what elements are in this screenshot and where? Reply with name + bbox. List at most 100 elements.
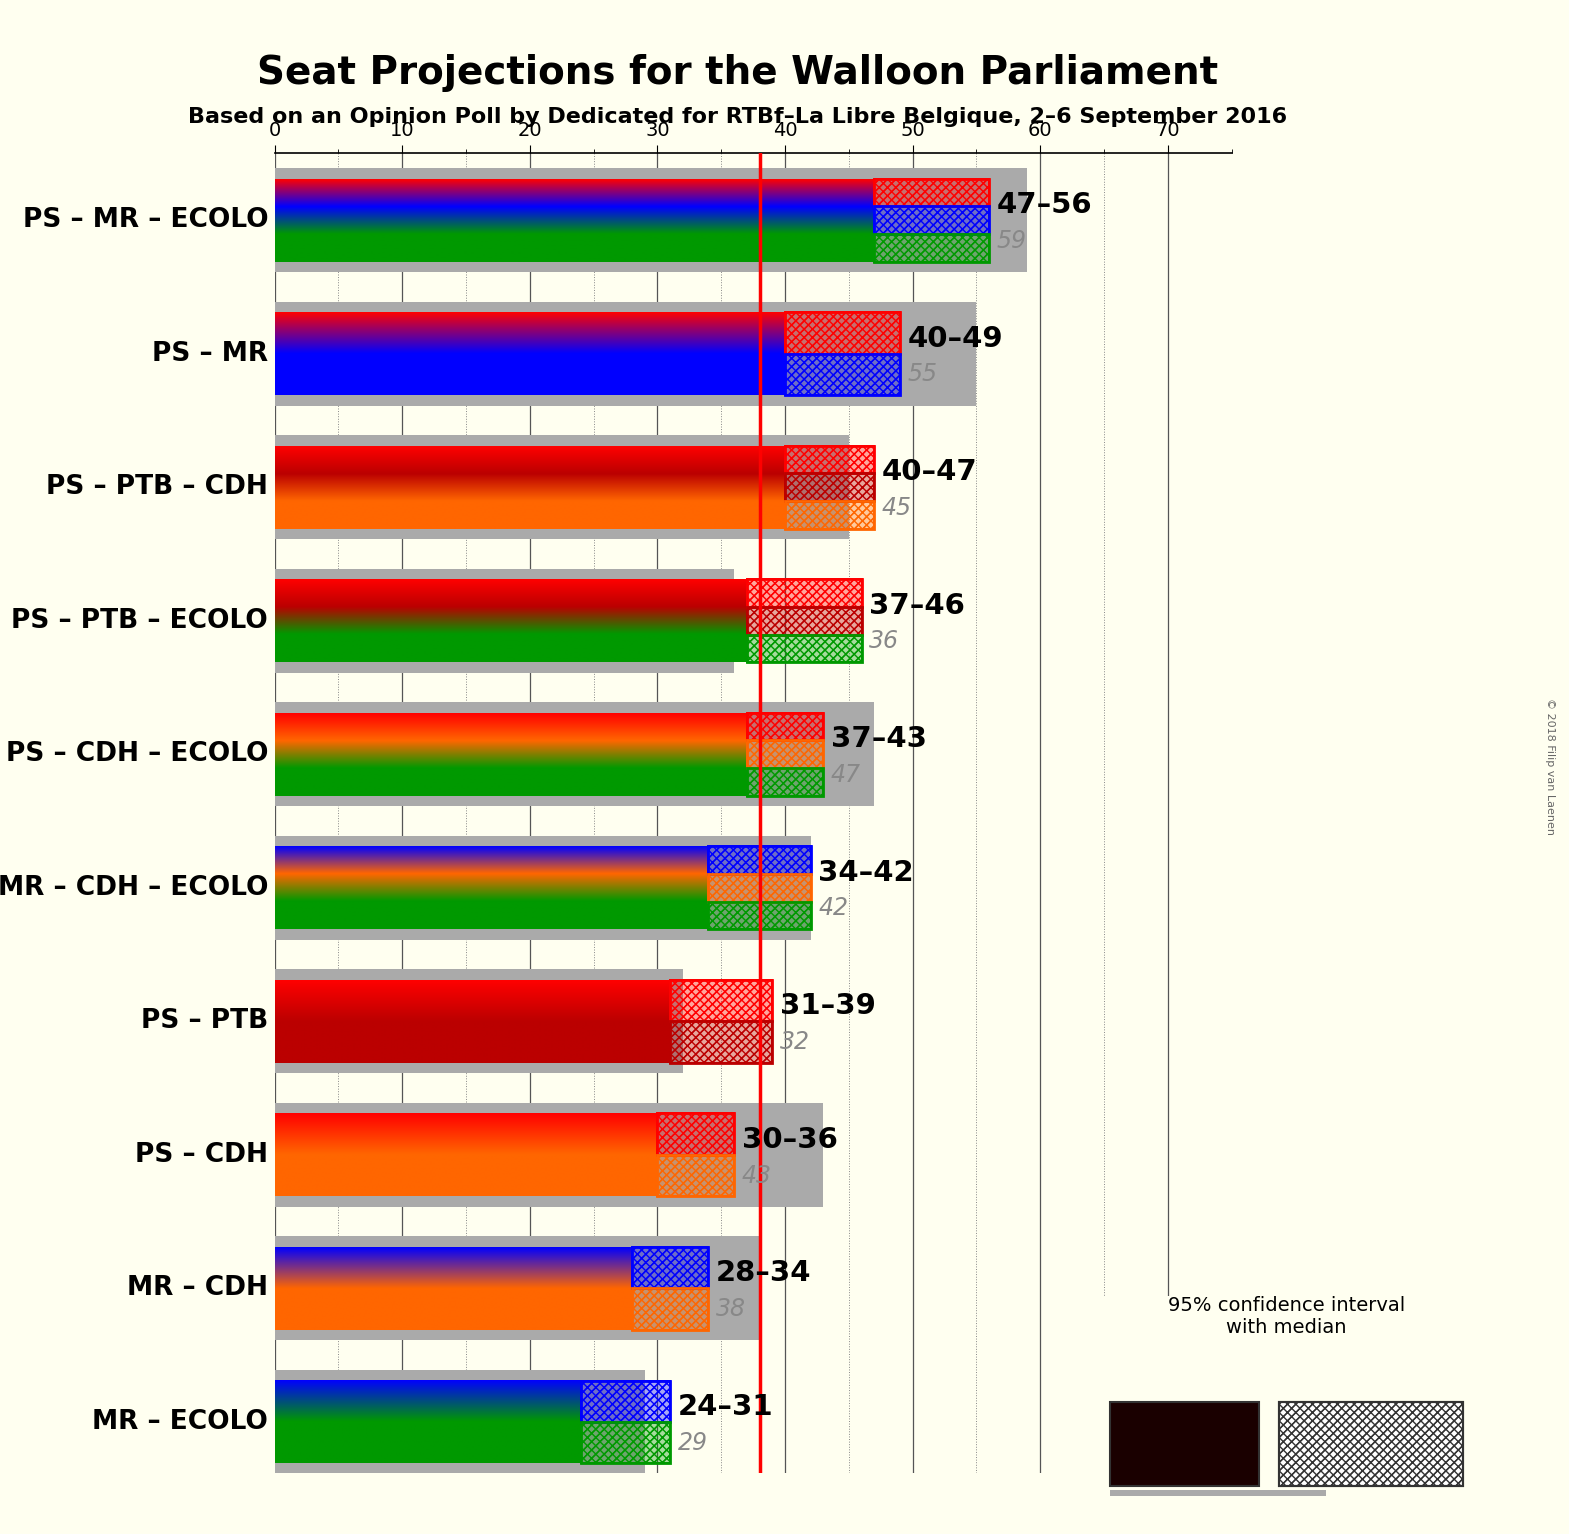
Bar <box>747 713 824 741</box>
Bar <box>784 354 901 396</box>
Bar <box>581 1422 670 1463</box>
Text: 40–49: 40–49 <box>907 325 1003 353</box>
Bar <box>874 179 988 207</box>
Bar <box>275 569 734 673</box>
Bar <box>784 446 874 474</box>
Bar <box>1109 1402 1258 1485</box>
Bar <box>747 769 824 796</box>
Bar <box>874 235 988 262</box>
Bar <box>581 1381 670 1422</box>
Bar <box>581 1422 670 1463</box>
Bar <box>632 1289 709 1330</box>
Bar <box>657 1155 734 1197</box>
Bar <box>747 607 861 635</box>
Bar <box>747 741 824 769</box>
Bar <box>784 474 874 502</box>
Bar <box>275 703 874 807</box>
Bar <box>657 1114 734 1155</box>
Text: 24–31: 24–31 <box>678 1393 774 1420</box>
Bar <box>709 874 811 902</box>
Bar <box>747 635 861 663</box>
Bar <box>275 1236 759 1341</box>
Bar <box>657 1155 734 1197</box>
Text: 28–34: 28–34 <box>715 1259 811 1287</box>
Bar <box>747 769 824 796</box>
Text: 34–42: 34–42 <box>817 859 913 887</box>
Bar <box>275 436 849 540</box>
Bar <box>581 1381 670 1422</box>
Text: 36: 36 <box>869 629 899 653</box>
Text: MR – CDH: MR – CDH <box>127 1275 268 1301</box>
Bar <box>784 354 901 396</box>
Bar <box>747 741 824 769</box>
Bar <box>709 902 811 930</box>
Bar <box>275 836 811 940</box>
Bar <box>784 354 901 396</box>
Bar <box>747 769 824 796</box>
Bar <box>632 1289 709 1330</box>
Bar <box>670 980 772 1022</box>
Bar <box>784 502 874 529</box>
Bar <box>1279 1402 1462 1485</box>
Bar <box>874 207 988 235</box>
Bar <box>747 580 861 607</box>
Bar <box>784 354 901 396</box>
Text: 42: 42 <box>817 896 849 920</box>
Text: MR – ECOLO: MR – ECOLO <box>93 1408 268 1434</box>
Text: 47–56: 47–56 <box>996 192 1092 219</box>
Bar <box>747 635 861 663</box>
Bar <box>581 1381 670 1422</box>
Bar <box>581 1422 670 1463</box>
Text: 43: 43 <box>742 1164 772 1187</box>
Text: 37–46: 37–46 <box>869 592 965 620</box>
Text: 45: 45 <box>882 495 912 520</box>
Bar <box>670 1022 772 1063</box>
Bar <box>275 969 683 1074</box>
Bar <box>784 474 874 502</box>
Bar <box>784 446 874 474</box>
Bar <box>581 1381 670 1422</box>
Bar <box>747 607 861 635</box>
Bar <box>632 1247 709 1289</box>
Bar <box>709 902 811 930</box>
Bar <box>784 502 874 529</box>
Bar <box>784 313 901 354</box>
Bar <box>709 847 811 874</box>
Bar <box>747 580 861 607</box>
Bar <box>670 1022 772 1063</box>
Bar <box>670 980 772 1022</box>
Bar <box>874 207 988 235</box>
Bar <box>670 1022 772 1063</box>
Text: © 2018 Filip van Laenen: © 2018 Filip van Laenen <box>1545 698 1555 836</box>
Bar <box>657 1114 734 1155</box>
Bar <box>874 235 988 262</box>
Bar <box>874 179 988 207</box>
Text: PS – PTB: PS – PTB <box>141 1008 268 1034</box>
Bar <box>657 1114 734 1155</box>
Bar <box>632 1289 709 1330</box>
Text: 47: 47 <box>832 762 861 787</box>
Bar <box>709 847 811 874</box>
Text: 59: 59 <box>996 229 1026 253</box>
Text: PS – PTB – ECOLO: PS – PTB – ECOLO <box>11 607 268 634</box>
Bar <box>657 1155 734 1197</box>
Bar <box>784 446 874 474</box>
Bar <box>747 713 824 741</box>
Bar <box>747 635 861 663</box>
Bar <box>670 1022 772 1063</box>
Bar <box>275 1103 824 1207</box>
Bar <box>874 207 988 235</box>
Bar <box>747 607 861 635</box>
Text: 95% confidence interval
with median: 95% confidence interval with median <box>1167 1296 1406 1338</box>
Text: PS – CDH: PS – CDH <box>135 1141 268 1167</box>
Bar <box>874 235 988 262</box>
Bar <box>784 313 901 354</box>
Text: PS – CDH – ECOLO: PS – CDH – ECOLO <box>6 741 268 767</box>
Bar <box>784 502 874 529</box>
Bar <box>657 1155 734 1197</box>
Bar <box>747 713 824 741</box>
Bar <box>747 769 824 796</box>
Text: MR – CDH – ECOLO: MR – CDH – ECOLO <box>0 874 268 900</box>
Bar <box>581 1422 670 1463</box>
Bar <box>709 874 811 902</box>
